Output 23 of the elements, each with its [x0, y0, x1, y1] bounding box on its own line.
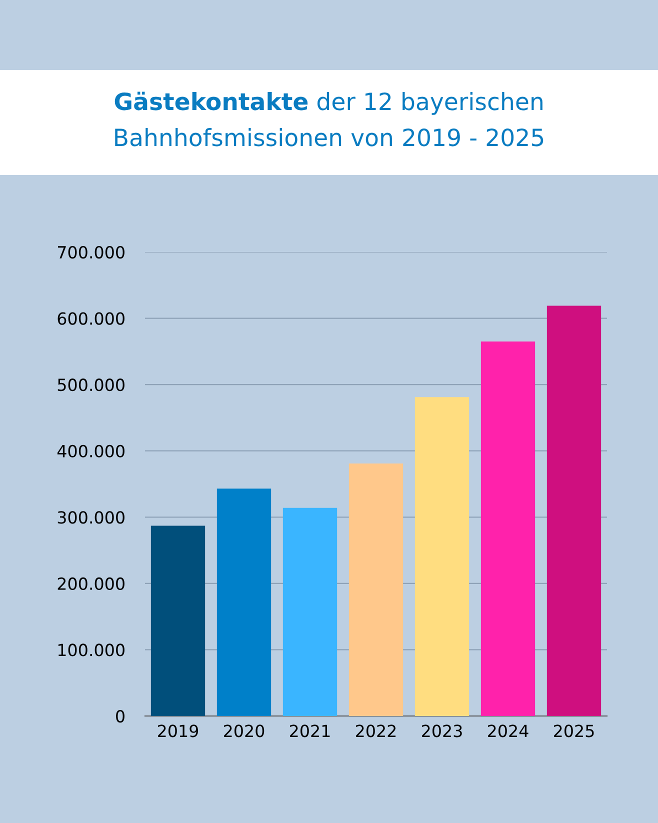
x-tick-label: 2023	[422, 724, 462, 738]
x-tick-label: 2019	[158, 724, 198, 738]
bar	[414, 397, 470, 716]
x-tick-label: 2025	[554, 724, 594, 738]
y-tick-label: 500.000	[58, 378, 124, 392]
chart-title: Gästekontakte der 12 bayerischen Bahnhofsmissionen von 2019 - 2025	[114, 92, 544, 146]
bar	[546, 306, 602, 716]
x-tick-label: 2021	[290, 724, 330, 738]
x-tick-label: 2022	[356, 724, 396, 738]
y-tick-label: 200.000	[58, 577, 124, 590]
y-tick-label: 0	[116, 710, 124, 723]
y-tick-label: 700.000	[58, 246, 124, 259]
x-tick-label: 2024	[488, 724, 528, 738]
y-tick-label: 100.000	[58, 644, 124, 656]
y-tick-label: 600.000	[58, 312, 124, 325]
bar	[348, 463, 404, 716]
bar	[282, 508, 338, 716]
x-tick-label: 2020	[224, 724, 264, 738]
bar	[216, 488, 272, 716]
bar	[150, 526, 206, 716]
y-tick-label: 300.000	[58, 511, 124, 524]
bar	[480, 341, 536, 716]
y-tick-label: 400.000	[57, 444, 124, 458]
